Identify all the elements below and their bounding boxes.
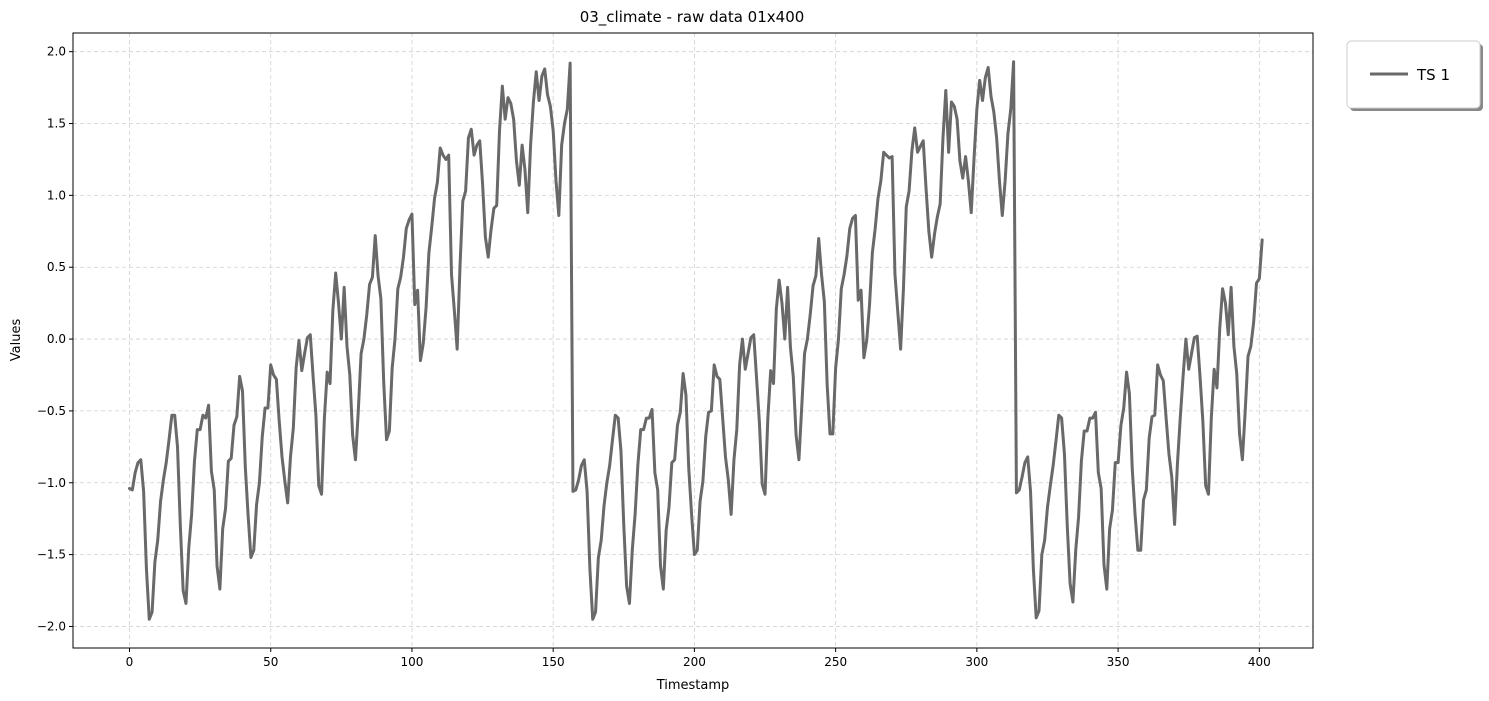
- x-tick-label: 250: [824, 655, 847, 669]
- x-axis: 0 50 100 150 200 250 300 350 400: [126, 648, 1271, 669]
- y-tick-label: 2.0: [47, 45, 66, 59]
- y-axis-title: Values: [9, 319, 24, 362]
- x-axis-title: Timestamp: [656, 678, 730, 693]
- plot-frame: [72, 32, 1314, 649]
- plot-area: [73, 33, 1313, 648]
- y-tick-label: −1.0: [37, 476, 66, 490]
- legend-box: [1346, 40, 1481, 109]
- y-tick-label: 1.0: [47, 188, 66, 202]
- x-tick-label: 300: [965, 655, 988, 669]
- y-tick-label: 0.0: [47, 332, 66, 346]
- series-line-ts-1: [127, 60, 1264, 621]
- x-tick-label: 400: [1248, 655, 1271, 669]
- y-tick-label: 0.5: [47, 260, 66, 274]
- x-tick-label: 100: [400, 655, 423, 669]
- series-layer: [127, 60, 1264, 621]
- x-tick-label: 150: [542, 655, 565, 669]
- chart-title: 03_climate - raw data 01x400: [580, 8, 805, 27]
- y-tick-label: −1.5: [37, 548, 66, 562]
- y-axis: −2.0 −1.5 −1.0 −0.5 0.0 0.5 1.0 1.5 2.0: [37, 45, 73, 633]
- y-tick-label: −0.5: [37, 404, 66, 418]
- legend: TS 1: [1346, 40, 1483, 111]
- y-tick-label: −2.0: [37, 619, 66, 633]
- legend-label-ts-1: TS 1: [1416, 66, 1450, 84]
- x-tick-label: 0: [126, 655, 134, 669]
- x-tick-label: 350: [1107, 655, 1130, 669]
- x-tick-label: 50: [263, 655, 278, 669]
- x-tick-label: 200: [683, 655, 706, 669]
- y-tick-label: 1.5: [47, 117, 66, 131]
